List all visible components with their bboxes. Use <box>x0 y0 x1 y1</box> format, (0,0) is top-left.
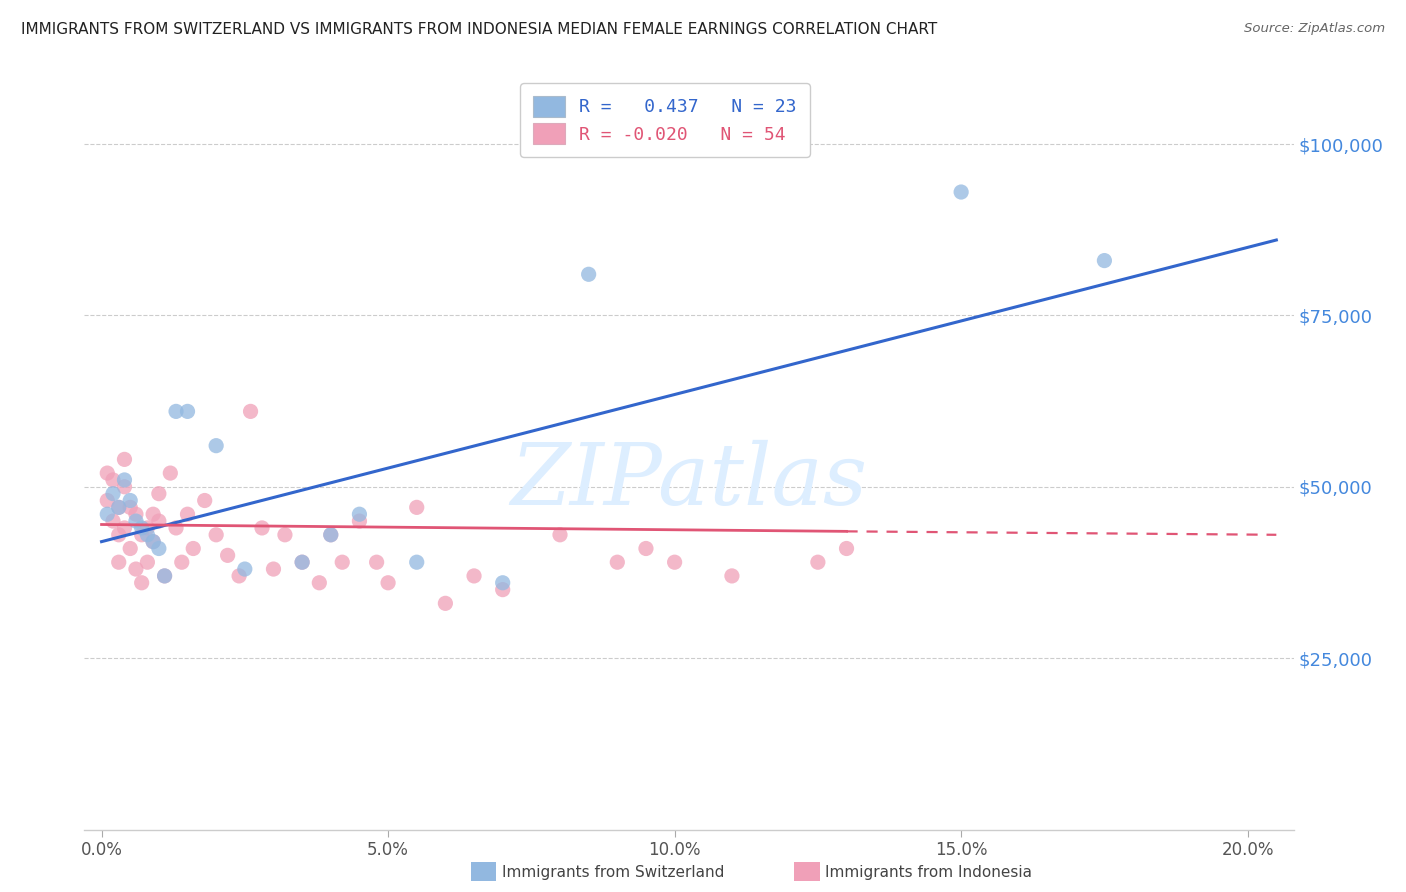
Text: IMMIGRANTS FROM SWITZERLAND VS IMMIGRANTS FROM INDONESIA MEDIAN FEMALE EARNINGS : IMMIGRANTS FROM SWITZERLAND VS IMMIGRANT… <box>21 22 938 37</box>
Point <box>492 575 515 590</box>
Point <box>463 569 485 583</box>
Point <box>835 541 858 556</box>
Point <box>120 541 142 556</box>
Point <box>217 549 239 563</box>
Point <box>148 514 170 528</box>
Point <box>377 575 399 590</box>
Point <box>405 500 427 515</box>
Point <box>136 555 159 569</box>
Point <box>492 582 515 597</box>
Point <box>194 493 217 508</box>
Point <box>291 555 314 569</box>
Point <box>405 555 427 569</box>
Point <box>233 562 256 576</box>
Point <box>148 541 170 556</box>
Point <box>205 528 228 542</box>
Point <box>159 466 181 480</box>
Point <box>107 500 129 515</box>
Point <box>366 555 388 569</box>
Point <box>148 486 170 500</box>
Point <box>349 507 371 521</box>
Point <box>721 569 744 583</box>
Point <box>136 521 159 535</box>
Point <box>131 521 153 535</box>
Point <box>250 521 273 535</box>
Point <box>114 452 136 467</box>
Point <box>349 514 371 528</box>
Point <box>176 404 198 418</box>
Point <box>131 575 153 590</box>
Point <box>153 569 176 583</box>
Point <box>96 466 118 480</box>
Point <box>205 439 228 453</box>
Point <box>125 507 148 521</box>
Point <box>101 473 124 487</box>
Text: ZIPatlas: ZIPatlas <box>510 441 868 523</box>
Point <box>181 541 204 556</box>
Point <box>101 514 124 528</box>
Point <box>96 493 118 508</box>
Text: Immigrants from Switzerland: Immigrants from Switzerland <box>502 865 724 880</box>
Point <box>176 507 198 521</box>
Point <box>634 541 657 556</box>
Point <box>274 528 297 542</box>
Point <box>142 534 165 549</box>
Point <box>950 185 973 199</box>
Point <box>114 480 136 494</box>
Point <box>239 404 262 418</box>
Point <box>807 555 830 569</box>
Point <box>125 562 148 576</box>
Point <box>319 528 342 542</box>
Point <box>142 534 165 549</box>
Point <box>114 473 136 487</box>
Point <box>96 507 118 521</box>
Y-axis label: Median Female Earnings: Median Female Earnings <box>0 358 8 561</box>
Point <box>291 555 314 569</box>
Point <box>101 486 124 500</box>
Point <box>228 569 250 583</box>
Point <box>170 555 193 569</box>
Point <box>107 555 129 569</box>
Point <box>606 555 628 569</box>
Point <box>107 500 129 515</box>
Text: Immigrants from Indonesia: Immigrants from Indonesia <box>825 865 1032 880</box>
Point <box>319 528 342 542</box>
Point <box>548 528 571 542</box>
Point <box>330 555 353 569</box>
Point <box>120 500 142 515</box>
Point <box>434 596 457 610</box>
Point <box>142 507 165 521</box>
Point <box>165 521 187 535</box>
Point <box>1092 253 1115 268</box>
Point <box>114 521 136 535</box>
Point <box>136 528 159 542</box>
Point <box>120 493 142 508</box>
Point <box>578 268 600 282</box>
Point <box>263 562 285 576</box>
Point <box>125 514 148 528</box>
Point <box>107 528 129 542</box>
Point <box>308 575 330 590</box>
Legend: R =   0.437   N = 23, R = -0.020   N = 54: R = 0.437 N = 23, R = -0.020 N = 54 <box>520 84 810 157</box>
Point <box>131 528 153 542</box>
Point <box>165 404 187 418</box>
Point <box>153 569 176 583</box>
Point <box>664 555 686 569</box>
Text: Source: ZipAtlas.com: Source: ZipAtlas.com <box>1244 22 1385 36</box>
